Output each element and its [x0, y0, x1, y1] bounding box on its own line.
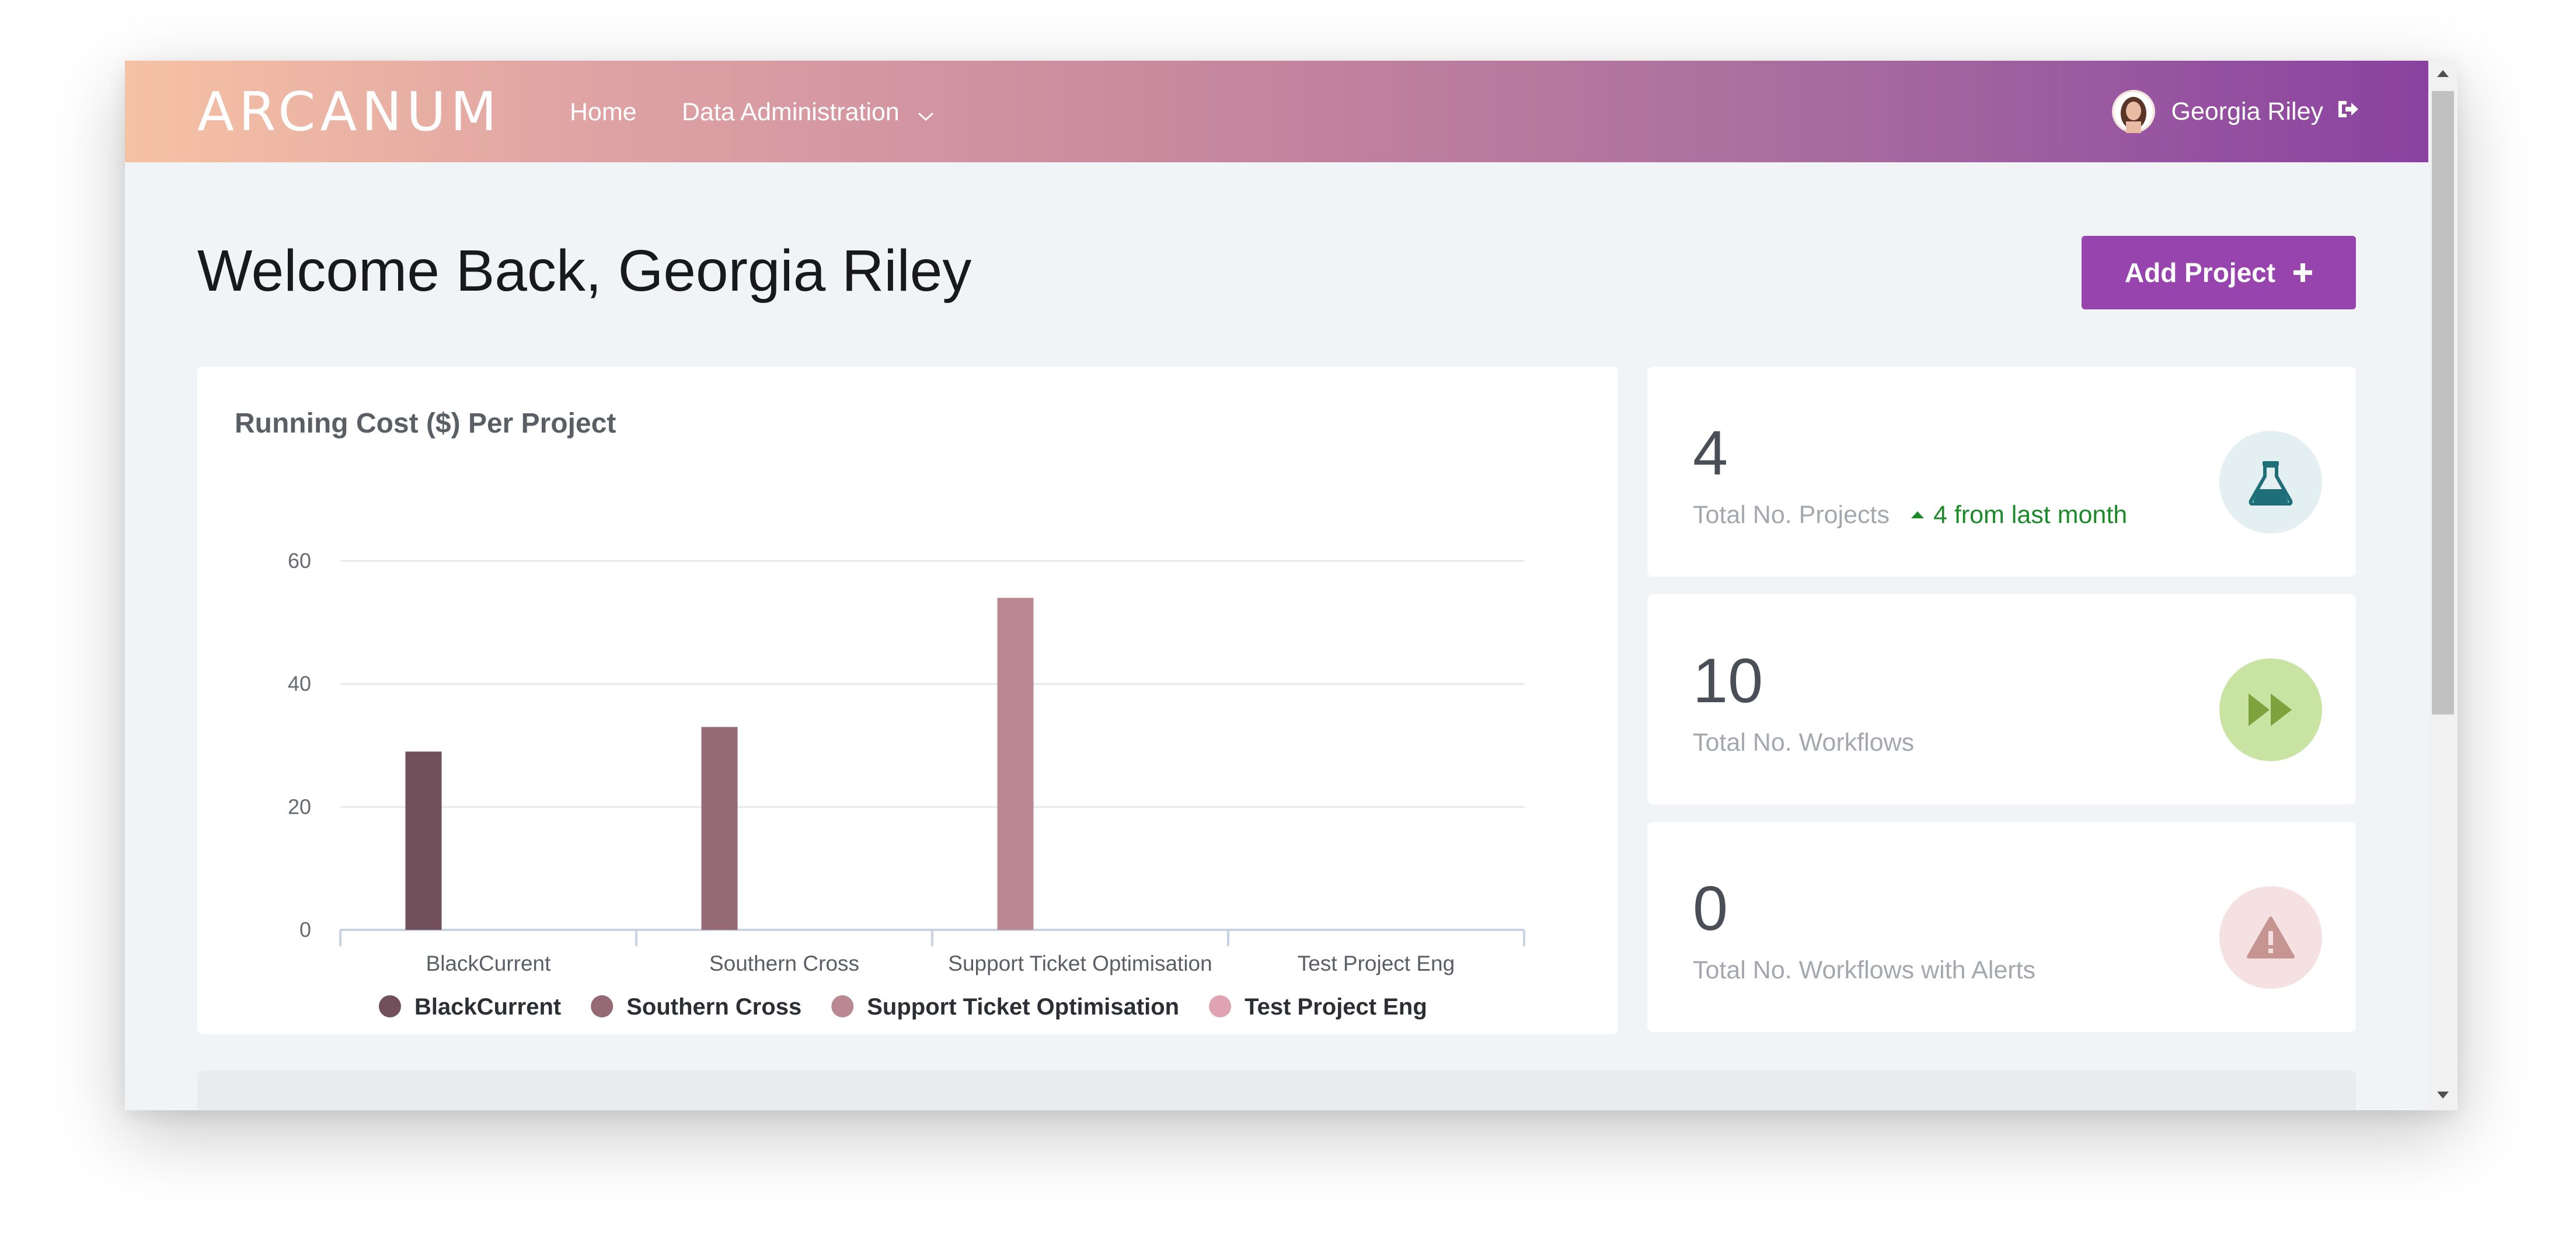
scroll-down-icon[interactable] [2436, 1090, 2450, 1103]
trend-indicator: 4 from last month [1910, 499, 2127, 531]
x-tick-label: Support Ticket Optimisation [948, 951, 1212, 975]
trend-text: 4 from last month [1933, 501, 2128, 529]
flask-icon [2219, 431, 2322, 534]
legend-label: BlackCurrent [414, 994, 561, 1020]
app-window: ARCANUM Home Data Administration Georgia… [125, 61, 2458, 1110]
add-project-button[interactable]: Add Project [2082, 236, 2356, 309]
x-tick-label: BlackCurrent [426, 951, 552, 975]
y-tick-label: 60 [288, 549, 311, 573]
legend-marker [379, 995, 401, 1017]
stat-value: 4 [1693, 417, 1728, 488]
nav-data-administration-label: Data Administration [682, 98, 900, 126]
scrollbar-thumb[interactable] [2432, 91, 2454, 714]
scroll-up-icon[interactable] [2436, 69, 2450, 81]
legend-marker [831, 995, 854, 1017]
bar-blackcurrent [405, 751, 442, 930]
legend-marker [591, 995, 614, 1017]
stat-label: Total No. Workflows with Alerts [1693, 956, 2036, 984]
page-title: Welcome Back, Georgia Riley [197, 238, 972, 304]
fast-forward-icon [2219, 658, 2322, 761]
user-name: Georgia Riley [2171, 97, 2324, 126]
warning-icon [2219, 886, 2322, 989]
stat-value: 10 [1693, 645, 1763, 716]
nav-data-administration[interactable]: Data Administration [682, 96, 935, 128]
stat-card-workflows: 10 Total No. Workflows [1647, 594, 2356, 804]
app-logo[interactable]: ARCANUM [197, 81, 501, 143]
add-project-label: Add Project [2124, 257, 2276, 288]
bottom-section-panel [197, 1071, 2356, 1110]
caret-up-icon [1911, 511, 1924, 518]
vertical-scrollbar[interactable] [2428, 61, 2458, 1110]
stat-label: Total No. Workflows [1693, 728, 1915, 757]
logout-icon[interactable] [2336, 97, 2361, 126]
x-tick-label: Southern Cross [709, 951, 859, 975]
nav-home-link[interactable]: Home [570, 98, 637, 126]
y-tick-label: 20 [288, 794, 311, 818]
avatar [2111, 90, 2155, 133]
user-menu[interactable]: Georgia Riley [2111, 89, 2361, 134]
bar-southern-cross [701, 727, 738, 930]
top-navbar: ARCANUM Home Data Administration Georgia… [125, 61, 2428, 162]
bar-support-ticket-optimisation [997, 598, 1034, 930]
legend-label: Southern Cross [626, 994, 801, 1020]
plus-icon [2293, 263, 2313, 282]
legend-label: Support Ticket Optimisation [867, 994, 1179, 1020]
legend-label: Test Project Eng [1245, 994, 1427, 1020]
y-tick-label: 40 [288, 672, 311, 696]
chart-title: Running Cost ($) Per Project [235, 408, 616, 439]
running-cost-bar-chart: 0 20 40 60 BlackCurrent Southern Cross Support… [288, 549, 1525, 1020]
stat-card-projects: 4 Total No. Projects 4 from last month [1647, 367, 2356, 577]
stat-value: 0 [1693, 873, 1728, 943]
x-tick-label: Test Project Eng [1298, 951, 1455, 975]
stat-label: Total No. Projects [1693, 501, 1890, 529]
running-cost-chart-card: Running Cost ($) Per Project 0 20 40 60 Blac… [197, 367, 1618, 1034]
chevron-down-icon [917, 97, 935, 130]
legend-marker [1209, 995, 1232, 1017]
stat-card-alerts: 0 Total No. Workflows with Alerts [1647, 822, 2356, 1032]
y-tick-label: 0 [299, 918, 311, 942]
